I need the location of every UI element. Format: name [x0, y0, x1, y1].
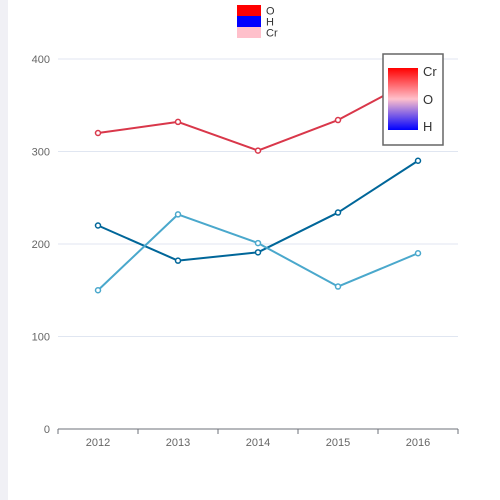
- visual-map-gradient-bar[interactable]: [388, 68, 418, 130]
- data-point[interactable]: [94, 222, 102, 229]
- visual-map[interactable]: Cr OH: [382, 53, 444, 146]
- legend-swatch[interactable]: [237, 5, 261, 16]
- x-tick-label: 2015: [326, 437, 350, 449]
- y-tick-label: 100: [32, 332, 50, 344]
- x-tick-label: 2012: [86, 437, 110, 449]
- data-point[interactable]: [334, 283, 342, 290]
- y-tick-label: 300: [32, 147, 50, 159]
- legend-label[interactable]: O: [266, 6, 275, 18]
- x-tick-label: 2014: [246, 437, 270, 449]
- series-layer: [94, 74, 422, 294]
- x-tick-label: 2016: [406, 437, 430, 449]
- y-tick-label: 400: [32, 54, 50, 66]
- legend-label[interactable]: Cr: [266, 28, 278, 40]
- series-line-1[interactable]: [97, 76, 419, 152]
- y-tick-label: 0: [44, 424, 50, 436]
- data-point[interactable]: [334, 209, 342, 216]
- visual-map-label: O: [423, 92, 433, 107]
- legend-label[interactable]: H: [266, 17, 274, 29]
- data-point[interactable]: [414, 157, 422, 164]
- page-edge-strip: [0, 0, 8, 500]
- y-tick-label: 200: [32, 239, 50, 251]
- visual-map-label: H: [423, 119, 432, 134]
- data-point[interactable]: [254, 239, 262, 247]
- axes: 0 100 200 300 400 2012 2013 2014 2015 2016: [32, 54, 459, 449]
- data-point[interactable]: [254, 249, 262, 256]
- visual-map-label: Cr: [423, 64, 437, 79]
- data-point[interactable]: [94, 287, 102, 294]
- data-point[interactable]: [94, 129, 102, 137]
- data-point[interactable]: [174, 257, 182, 264]
- legend-swatch[interactable]: [237, 16, 261, 27]
- data-point[interactable]: [414, 250, 422, 257]
- x-tick-label: 2013: [166, 437, 190, 449]
- legend-swatch[interactable]: [237, 27, 261, 38]
- data-point[interactable]: [254, 147, 262, 154]
- data-point[interactable]: [334, 116, 342, 124]
- data-point[interactable]: [174, 118, 182, 126]
- data-point[interactable]: [174, 211, 182, 218]
